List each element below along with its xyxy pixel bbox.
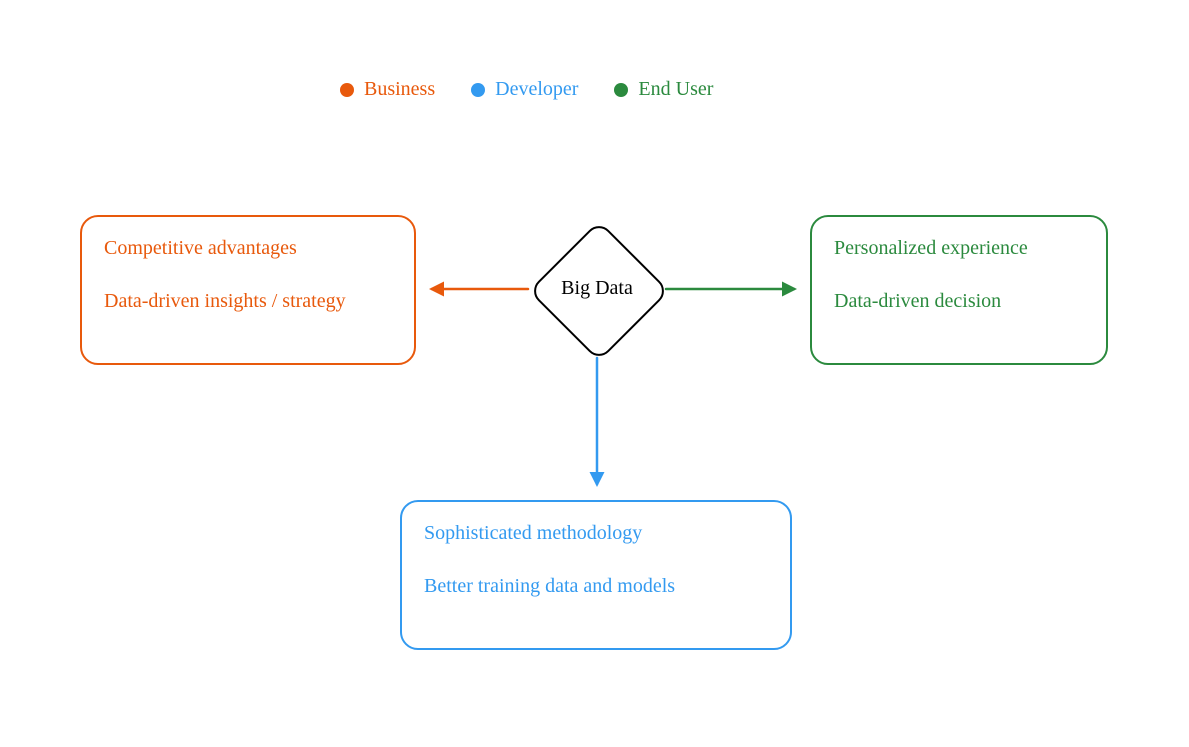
business-line-2: Data-driven insights / strategy	[104, 290, 392, 313]
legend-label-developer: Developer	[495, 78, 578, 101]
center-label: Big Data	[537, 277, 657, 300]
legend: Business Developer End User	[340, 78, 713, 101]
developer-line-2: Better training data and models	[424, 575, 768, 598]
developer-dot-icon	[471, 83, 485, 97]
developer-line-1: Sophisticated methodology	[424, 522, 768, 545]
diagram-canvas: { "type": "flowchart", "canvas": { "widt…	[0, 0, 1189, 747]
enduser-box: Personalized experience Data-driven deci…	[810, 215, 1108, 365]
business-line-1: Competitive advantages	[104, 237, 392, 260]
legend-item-developer: Developer	[471, 78, 578, 101]
business-dot-icon	[340, 83, 354, 97]
legend-item-business: Business	[340, 78, 435, 101]
enduser-line-2: Data-driven decision	[834, 290, 1084, 313]
legend-label-business: Business	[364, 78, 435, 101]
developer-box: Sophisticated methodology Better trainin…	[400, 500, 792, 650]
enduser-line-1: Personalized experience	[834, 237, 1084, 260]
business-box: Competitive advantages Data-driven insig…	[80, 215, 416, 365]
legend-item-enduser: End User	[614, 78, 713, 101]
legend-label-enduser: End User	[638, 78, 713, 101]
enduser-dot-icon	[614, 83, 628, 97]
